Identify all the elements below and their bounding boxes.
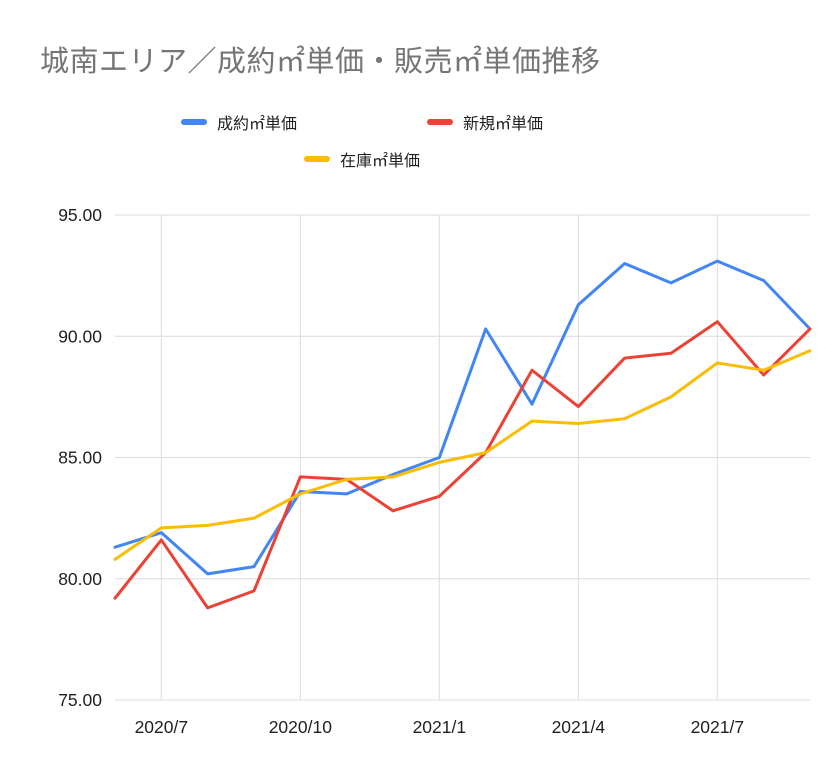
- x-axis-label: 2020/7: [135, 717, 189, 737]
- y-axis-label: 95.00: [58, 205, 102, 225]
- legend-item-shinki: 新規㎡単価: [427, 110, 543, 134]
- y-axis-label: 80.00: [58, 569, 102, 589]
- legend-swatch-blue: [180, 119, 207, 125]
- legend-row-top: 成約㎡単価 新規㎡単価: [180, 110, 543, 134]
- series-line-0: [113, 259, 812, 576]
- legend-label-seiyaku: 成約㎡単価: [216, 116, 297, 133]
- chart-title: 城南エリア／成約㎡単価・販売㎡単価推移: [40, 46, 601, 78]
- x-axis-label: 2021/4: [552, 717, 606, 737]
- line-chart: 95.00 90.00 85.00 80.00 75.00 2020/7 2020/10 20…: [58, 205, 812, 737]
- x-axis-label: 2021/1: [413, 717, 467, 737]
- x-axis-label: 2020/10: [269, 717, 333, 737]
- series-line-1: [113, 320, 812, 610]
- legend-swatch-yellow: [303, 156, 330, 162]
- legend-swatch-red: [427, 119, 453, 125]
- y-axis-label: 85.00: [58, 448, 102, 468]
- x-axis-label: 2021/7: [691, 717, 745, 737]
- legend-row-bottom: 在庫㎡単価: [303, 147, 420, 171]
- legend-label-shinki: 新規㎡単価: [463, 116, 544, 133]
- y-axis-label: 90.00: [58, 326, 102, 346]
- legend-item-zaiko: 在庫㎡単価: [303, 147, 420, 171]
- chart-legend: 成約㎡単価 新規㎡単価 在庫㎡単価: [0, 110, 724, 171]
- series-line-2: [113, 349, 812, 561]
- legend-item-seiyaku: 成約㎡単価: [180, 110, 297, 134]
- y-axis-label: 75.00: [58, 690, 102, 710]
- legend-label-zaiko: 在庫㎡単価: [339, 153, 420, 170]
